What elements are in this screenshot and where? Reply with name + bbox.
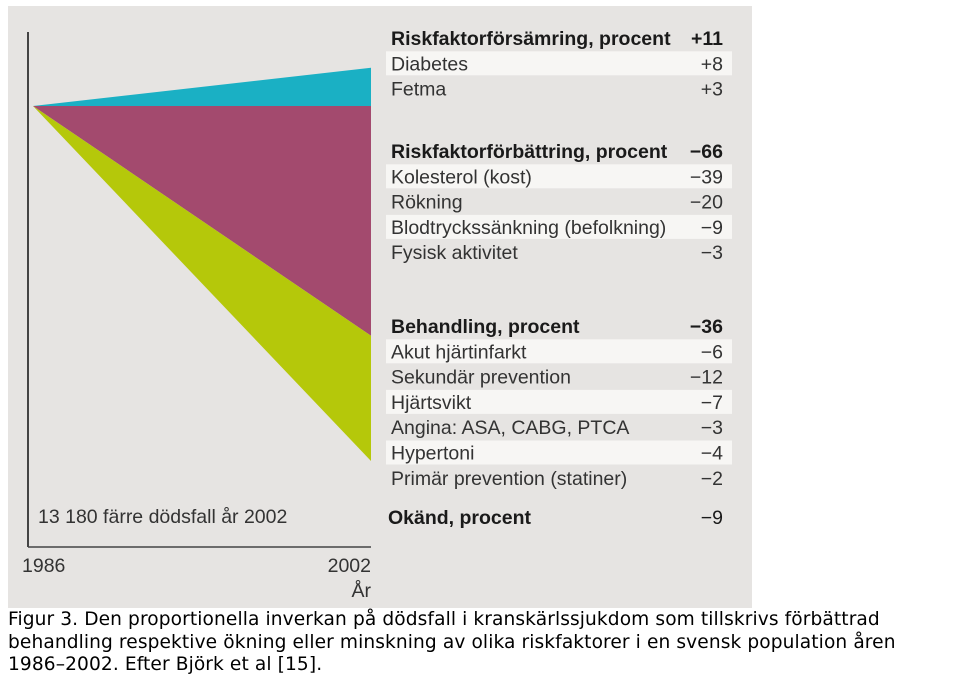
group-label: Riskfaktorförsämring, procent <box>391 28 671 50</box>
item-label: Fetma <box>391 79 446 101</box>
item-value: +8 <box>701 53 723 75</box>
wedge-behandling <box>33 106 371 461</box>
item-value: −3 <box>701 242 723 264</box>
item-row: Fetma +3 <box>391 79 723 101</box>
item-label: Diabetes <box>391 53 468 75</box>
group-label: Okänd, procent <box>388 507 532 529</box>
row-highlight <box>386 339 732 364</box>
item-row: Rökning −20 <box>391 192 723 214</box>
item-label: Hypertoni <box>391 443 474 465</box>
item-label: Hjärtsvikt <box>391 392 472 414</box>
group-value: −36 <box>690 316 723 338</box>
item-value: −4 <box>701 443 723 465</box>
item-value: −2 <box>701 468 723 490</box>
item-row: Primär prevention (statiner) −2 <box>391 468 723 490</box>
item-label: Sekundär prevention <box>391 367 571 389</box>
item-row: Kolesterol (kost) −39 <box>386 164 732 189</box>
group-okand: Okänd, procent −9 <box>388 507 723 529</box>
group-value: −9 <box>701 507 723 529</box>
item-value: +3 <box>701 79 723 101</box>
group-riskfaktorforsamring: Riskfaktorförsämring, procent +11Diabetes… <box>386 28 732 101</box>
group-riskfaktorforbattring: Riskfaktorförbättring, procent −66Koleste… <box>386 141 732 264</box>
item-row: Blodtryckssänkning (befolkning) −9 <box>386 214 732 239</box>
x-end-label: 2002 <box>328 555 371 577</box>
row-highlight <box>386 214 732 239</box>
item-row: Fysisk aktivitet −3 <box>391 242 723 264</box>
row-highlight <box>386 389 732 414</box>
wedge-riskfaktorforsamring <box>33 67 371 106</box>
item-row: Angina: ASA, CABG, PTCA −3 <box>391 417 723 439</box>
group-value: −66 <box>690 141 723 163</box>
item-value: −6 <box>701 341 723 363</box>
row-highlight <box>386 51 732 76</box>
item-row: Diabetes +8 <box>386 51 732 76</box>
item-label: Angina: ASA, CABG, PTCA <box>391 417 629 439</box>
item-label: Akut hjärtinfarkt <box>391 341 527 363</box>
item-row: Hjärtsvikt −7 <box>386 389 732 414</box>
item-label: Blodtryckssänkning (befolkning) <box>391 217 666 239</box>
item-value: −3 <box>701 417 723 439</box>
group-label: Behandling, procent <box>391 316 580 338</box>
group-label: Riskfaktorförbättring, procent <box>391 141 668 163</box>
item-value: −9 <box>701 217 723 239</box>
item-label: Kolesterol (kost) <box>391 166 532 188</box>
axes <box>27 32 371 548</box>
group-value: +11 <box>691 28 723 50</box>
item-value: −7 <box>701 392 723 414</box>
item-label: Primär prevention (statiner) <box>391 468 627 490</box>
item-row: Sekundär prevention −12 <box>391 367 723 389</box>
figure-caption: Figur 3. Den proportionella inverkan på … <box>8 609 896 675</box>
annotation-text: 13 180 färre dödsfall år 2002 <box>38 506 287 528</box>
x-start-label: 1986 <box>22 555 65 577</box>
group-behandling: Behandling, procent −36 Akut hjärtinfarkt −… <box>386 316 732 490</box>
item-value: −20 <box>690 192 723 214</box>
legend-table: Riskfaktorförsämring, procent +11Diabetes… <box>386 28 732 529</box>
x-axis-title: År <box>352 579 372 602</box>
row-highlight <box>386 164 732 189</box>
row-highlight <box>386 440 732 465</box>
item-label: Fysisk aktivitet <box>391 242 518 264</box>
item-value: −12 <box>690 367 723 389</box>
item-row: Akut hjärtinfarkt −6 <box>386 339 732 364</box>
item-value: −39 <box>690 166 723 188</box>
wedge-areas <box>33 67 371 461</box>
item-row: Hypertoni −4 <box>386 440 732 465</box>
item-label: Rökning <box>391 192 463 214</box>
